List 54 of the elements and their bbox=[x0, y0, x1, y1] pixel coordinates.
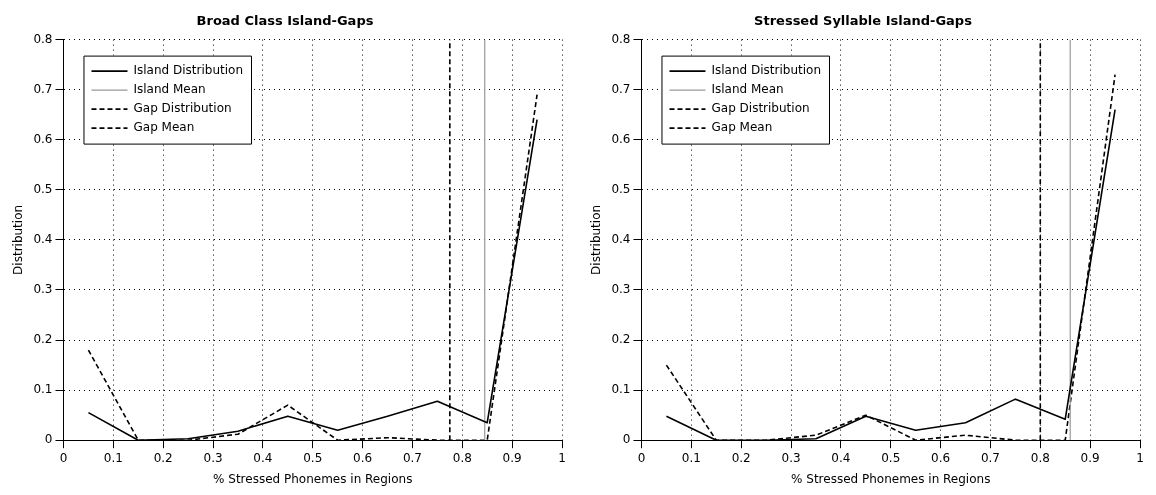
x-tick-label: 0.2 bbox=[153, 450, 173, 465]
x-tick-label: 0.1 bbox=[103, 450, 123, 465]
x-tick-label: 0.3 bbox=[203, 450, 223, 465]
y-axis-title: Distribution bbox=[11, 204, 26, 275]
y-tick-label: 0.8 bbox=[611, 31, 631, 46]
y-tick-label: 0.6 bbox=[33, 131, 53, 146]
x-tick-label: 0.6 bbox=[353, 450, 373, 465]
legend-label: Island Mean bbox=[133, 82, 206, 97]
y-tick-label: 0.2 bbox=[33, 332, 53, 347]
x-tick-label: 0.9 bbox=[1080, 450, 1100, 465]
y-tick-label: 0.3 bbox=[611, 282, 631, 297]
x-tick-label: 0.3 bbox=[781, 450, 801, 465]
y-tick-label: 0.8 bbox=[33, 31, 53, 46]
y-tick-label: 0.5 bbox=[611, 181, 631, 196]
x-tick-label: 0 bbox=[637, 450, 646, 465]
x-tick-label: 0.1 bbox=[681, 450, 701, 465]
y-tick-label: 0.5 bbox=[33, 181, 53, 196]
x-tick-label: 0.8 bbox=[452, 450, 472, 465]
x-tick-label: 0.2 bbox=[731, 450, 751, 465]
x-tick-label: 1 bbox=[558, 450, 566, 465]
y-tick-label: 0.1 bbox=[33, 382, 53, 397]
x-tick-label: 0.4 bbox=[253, 450, 273, 465]
x-tick-label: 1 bbox=[1136, 450, 1144, 465]
chart-title: Stressed Syllable Island-Gaps bbox=[754, 13, 973, 29]
legend-label: Gap Distribution bbox=[711, 101, 810, 116]
x-tick-label: 0.5 bbox=[881, 450, 901, 465]
legend-label: Gap Distribution bbox=[133, 101, 232, 116]
x-tick-label: 0.7 bbox=[402, 450, 422, 465]
y-tick-label: 0.3 bbox=[33, 282, 53, 297]
legend-label: Gap Mean bbox=[711, 120, 773, 135]
x-tick-label: 0.7 bbox=[980, 450, 1000, 465]
x-tick-label: 0.9 bbox=[502, 450, 522, 465]
legend-label: Island Distribution bbox=[711, 63, 822, 78]
legend-label: Island Mean bbox=[711, 82, 784, 97]
x-tick-label: 0 bbox=[59, 450, 68, 465]
y-tick-label: 0.7 bbox=[33, 81, 53, 96]
y-tick-label: 0.7 bbox=[611, 81, 631, 96]
y-tick-label: 0.6 bbox=[611, 131, 631, 146]
y-axis-title: Distribution bbox=[589, 204, 604, 275]
y-tick-label: 0 bbox=[44, 432, 53, 447]
y-tick-label: 0.4 bbox=[611, 232, 631, 247]
chart-title: Broad Class Island-Gaps bbox=[196, 13, 374, 29]
x-tick-label: 0.8 bbox=[1030, 450, 1050, 465]
legend-label: Gap Mean bbox=[133, 120, 195, 135]
legend-label: Island Distribution bbox=[133, 63, 244, 78]
x-axis-title: % Stressed Phonemes in Regions bbox=[213, 471, 413, 486]
y-tick-label: 0.2 bbox=[611, 332, 631, 347]
y-tick-label: 0.4 bbox=[33, 232, 53, 247]
y-tick-label: 0 bbox=[622, 432, 631, 447]
x-tick-label: 0.4 bbox=[831, 450, 851, 465]
x-tick-label: 0.5 bbox=[303, 450, 323, 465]
x-axis-title: % Stressed Phonemes in Regions bbox=[791, 471, 991, 486]
x-tick-label: 0.6 bbox=[931, 450, 951, 465]
y-tick-label: 0.1 bbox=[611, 382, 631, 397]
